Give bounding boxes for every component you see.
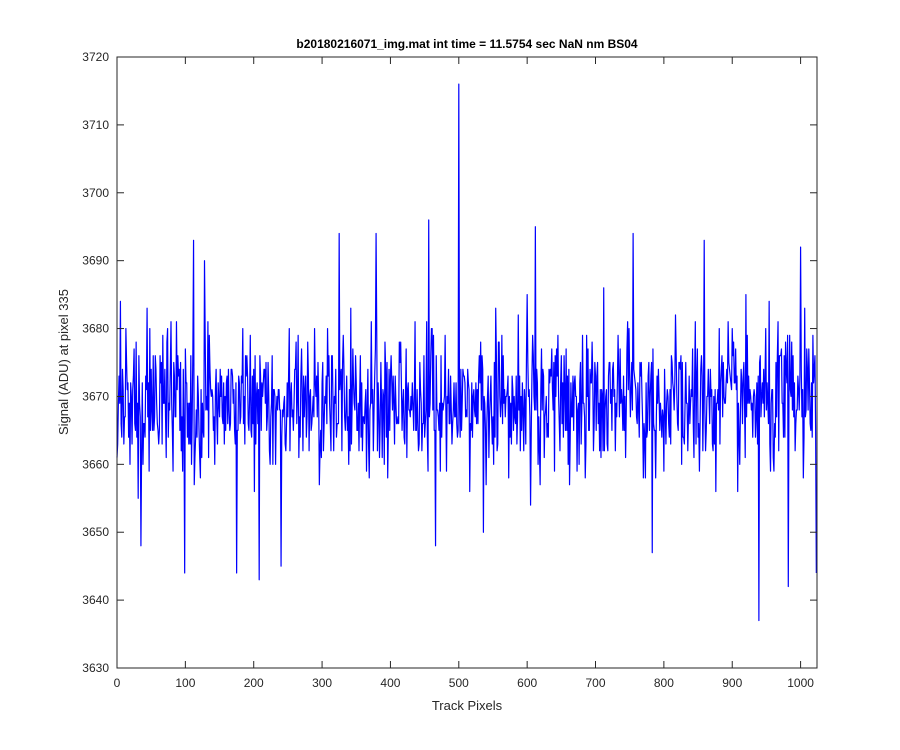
x-tick-label: 600	[517, 676, 537, 690]
x-tick-label: 100	[175, 676, 195, 690]
plot-frame	[116, 56, 818, 669]
signal-series-line	[116, 83, 817, 622]
y-tick-label: 3630	[82, 661, 109, 675]
series-layer	[116, 83, 817, 622]
x-axis-label: Track Pixels	[432, 698, 503, 713]
y-tick-label: 3650	[82, 525, 109, 539]
y-tick-label: 3720	[82, 50, 109, 64]
y-tick-label: 3680	[82, 322, 109, 336]
y-tick-label: 3660	[82, 457, 109, 471]
x-tick-label: 0	[114, 676, 121, 690]
y-tick-label: 3640	[82, 593, 109, 607]
x-tick-label: 1000	[787, 676, 814, 690]
y-axis: 3630 3640 3650 3660 3670 3680 3690 3700 3710 3720	[82, 50, 817, 675]
y-tick-label: 3700	[82, 186, 109, 200]
y-tick-label: 3710	[82, 118, 109, 132]
plot-area	[117, 57, 817, 668]
x-tick-label: 500	[449, 676, 469, 690]
x-tick-label: 900	[722, 676, 742, 690]
x-tick-label: 200	[244, 676, 264, 690]
y-tick-label: 3670	[82, 389, 109, 403]
x-tick-label: 400	[380, 676, 400, 690]
x-axis: 0 100 200 300 400 500 600 700 800 900 1000	[114, 57, 814, 690]
x-tick-label: 300	[312, 676, 332, 690]
y-axis-label: Signal (ADU) at pixel 335	[56, 289, 71, 435]
chart-title: b20180216071_img.mat int time = 11.5754 …	[296, 37, 638, 51]
x-tick-label: 700	[586, 676, 606, 690]
x-tick-label: 800	[654, 676, 674, 690]
y-tick-label: 3690	[82, 254, 109, 268]
